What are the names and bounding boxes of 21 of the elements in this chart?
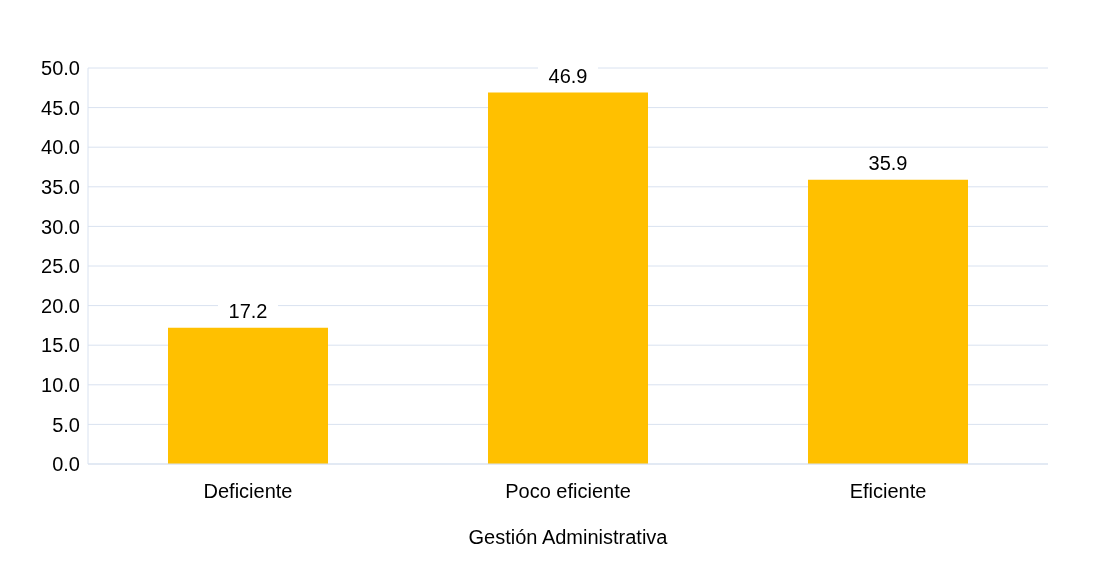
data-label: 35.9 — [868, 151, 908, 174]
x-tick-label: Poco eficiente — [505, 480, 631, 503]
bar — [168, 327, 328, 464]
x-tick-label: Deficiente — [203, 480, 293, 503]
y-tick-label: 50.0 — [41, 57, 80, 80]
y-tick-label: 30.0 — [41, 215, 80, 238]
y-tick-label: 15.0 — [41, 334, 80, 357]
x-tick-label: Eficiente — [849, 480, 927, 503]
y-tick-label: 35.0 — [41, 175, 80, 198]
y-tick-label: 5.0 — [52, 413, 80, 436]
y-tick-label: 40.0 — [41, 136, 80, 159]
y-tick-label: 10.0 — [41, 373, 80, 396]
x-axis-title: Gestión Administrativa — [468, 526, 669, 548]
y-tick-label: 0.0 — [52, 453, 80, 476]
bar — [488, 92, 648, 464]
data-label: 46.9 — [548, 64, 588, 87]
y-tick-label: 20.0 — [41, 294, 80, 317]
y-tick-label: 45.0 — [41, 96, 80, 119]
y-tick-label: 25.0 — [41, 255, 80, 278]
data-label: 17.2 — [228, 299, 268, 322]
bar — [808, 179, 968, 464]
